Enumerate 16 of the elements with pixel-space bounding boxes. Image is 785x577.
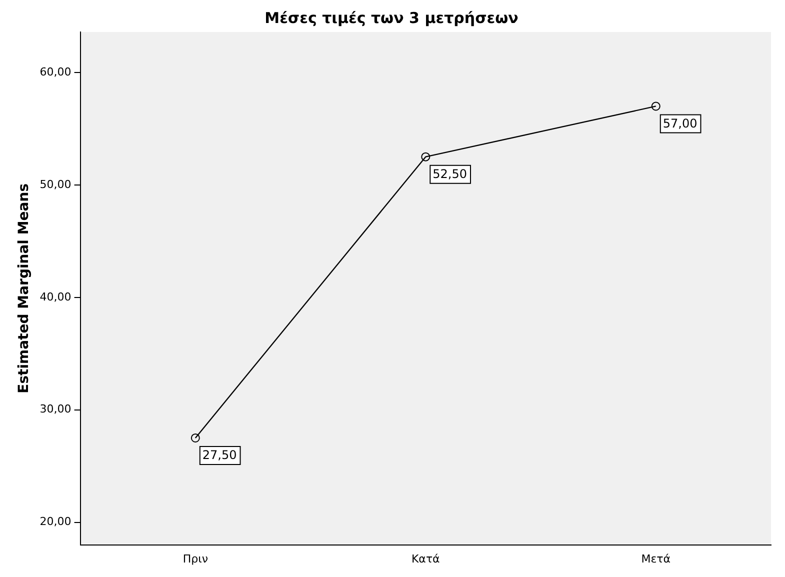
chart-title: Μέσες τιμές των 3 μετρήσεων	[264, 8, 518, 27]
x-tick-label: Κατά	[411, 552, 440, 566]
point	[190, 433, 200, 442]
y-axis-title: Estimated Marginal Means	[16, 183, 32, 394]
y-tick-label: 40,00	[40, 290, 72, 304]
point	[651, 102, 660, 111]
y-tick-label: 30,00	[40, 402, 72, 416]
data-label: 57,00	[662, 116, 698, 130]
point	[421, 152, 430, 162]
y-tick-label: 20,00	[40, 515, 72, 528]
y-tick-label: 50,00	[40, 178, 72, 191]
data-label: 27,50	[202, 448, 237, 462]
data-label: 52,50	[432, 166, 468, 181]
x-tick-label: Πριν	[182, 552, 208, 566]
x-tick-label: Μετά	[641, 552, 671, 566]
y-tick-label: 60,00	[40, 65, 72, 78]
